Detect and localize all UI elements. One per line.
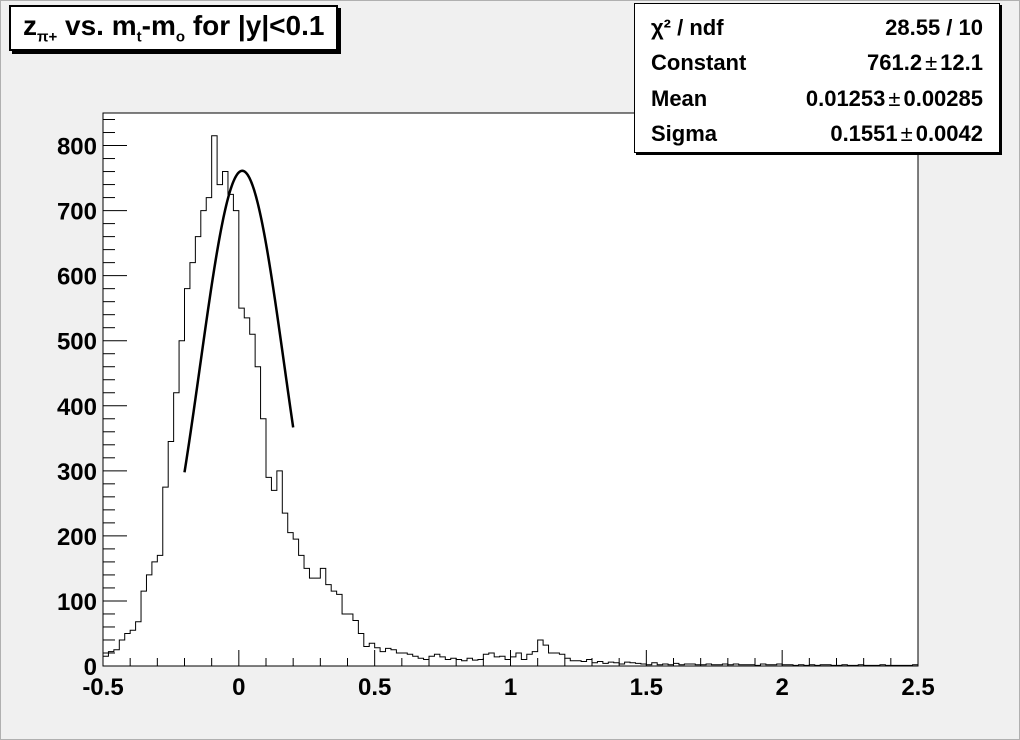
- y-tick-label: 400: [57, 394, 97, 421]
- constant-label: Constant: [651, 50, 747, 75]
- sigma-number: 0.1551: [830, 121, 898, 146]
- constant-error: 12.1: [940, 50, 983, 75]
- y-tick-label: 700: [57, 199, 97, 226]
- y-tick-label: 500: [57, 329, 97, 356]
- sigma-error: 0.0042: [915, 121, 983, 146]
- mean-error: 0.00285: [903, 86, 983, 111]
- title-vs-m: vs. m: [57, 10, 137, 42]
- x-tick-label: 0: [232, 674, 245, 701]
- mean-label: Mean: [651, 86, 708, 111]
- x-tick-label: 2.5: [901, 674, 934, 701]
- title-sub-pi: π+: [37, 28, 58, 46]
- sigma-value: 0.1551 ±0.0042: [830, 121, 983, 147]
- title-sub-t: t: [136, 28, 142, 46]
- constant-pm: ±: [925, 50, 938, 75]
- fit-stats-box: χ² / ndf 28.55 / 10 Constant 761.2 ±12.1 …: [634, 3, 1000, 153]
- y-tick-label: 800: [57, 134, 97, 161]
- stats-row-constant: Constant 761.2 ±12.1: [651, 46, 983, 80]
- title-tail: for |y|<0.1: [185, 10, 325, 42]
- title-z: z: [23, 10, 37, 42]
- mean-pm: ±: [888, 86, 901, 111]
- title-sub-o: o: [175, 28, 186, 46]
- y-tick-label: 100: [57, 589, 97, 616]
- x-tick-label: 1: [504, 674, 517, 701]
- histogram-line: [102, 135, 919, 666]
- mean-value: 0.01253 ±0.00285: [806, 86, 983, 112]
- chart-title: zπ+ vs. mt-mo for |y|<0.1: [9, 5, 339, 51]
- y-tick-label: 0: [84, 654, 97, 681]
- stats-row-mean: Mean 0.01253 ±0.00285: [651, 82, 983, 116]
- x-tick-label: 1.5: [630, 674, 663, 701]
- constant-number: 761.2: [867, 50, 923, 75]
- y-tick-label: 200: [57, 524, 97, 551]
- y-tick-label: 300: [57, 459, 97, 486]
- mean-number: 0.01253: [805, 86, 886, 111]
- y-tick-label: 600: [57, 264, 97, 291]
- chi2-label: χ² / ndf: [651, 15, 724, 40]
- sigma-pm: ±: [900, 121, 913, 146]
- chi2-value: 28.55 / 10: [885, 15, 983, 40]
- x-tick-label: -0.5: [82, 674, 123, 701]
- chart-title-text: zπ+ vs. mt-mo for |y|<0.1: [23, 10, 324, 46]
- sigma-label: Sigma: [651, 121, 718, 146]
- x-tick-label: 0.5: [358, 674, 391, 701]
- plot-frame: [102, 112, 919, 667]
- stats-row-chi2: χ² / ndf 28.55 / 10: [651, 11, 983, 45]
- x-tick-label: 2: [775, 674, 788, 701]
- gaussian-fit-curve: [183, 169, 295, 473]
- constant-value: 761.2 ±12.1: [867, 50, 983, 76]
- title-dash-m: -m: [141, 10, 176, 42]
- stats-row-sigma: Sigma 0.1551 ±0.0042: [651, 117, 983, 151]
